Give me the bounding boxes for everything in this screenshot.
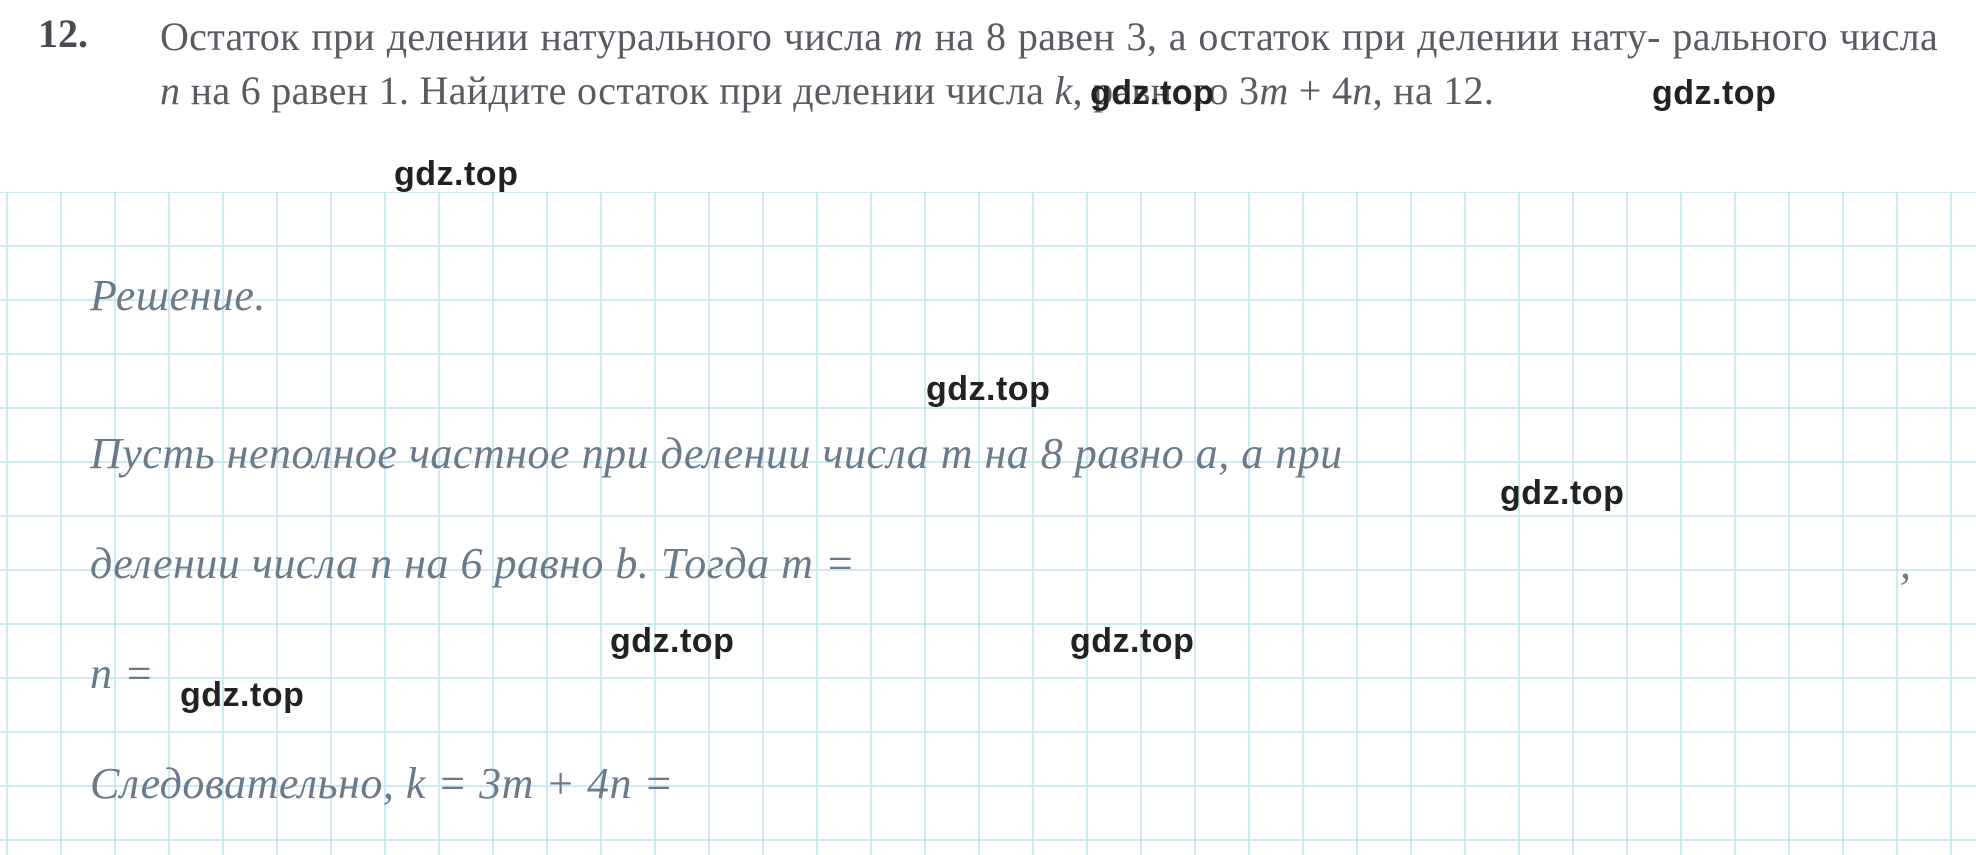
problem-line2-a: рального числа — [1672, 14, 1938, 59]
problem-line3-a: 3 — [1239, 68, 1259, 113]
page-root: 12. Остаток при делении натурального чис… — [0, 0, 1976, 855]
watermark: gdz.top — [180, 676, 304, 715]
solution-heading: Решение. — [90, 270, 266, 321]
problem-line3-b: + 4 — [1289, 68, 1353, 113]
problem-var-n-2: n — [1352, 68, 1372, 113]
problem-var-n-1: n — [160, 68, 180, 113]
problem-line3-c: , на 12. — [1373, 68, 1495, 113]
watermark: gdz.top — [394, 155, 518, 194]
problem-line2-b: на 6 равен 1. Найдите остаток при делени… — [180, 68, 1054, 113]
solution-line1: Пусть неполное частное при делении числа… — [90, 428, 1343, 479]
solution-block: Решение. Пусть неполное частное при деле… — [0, 192, 1976, 855]
solution-line4: Следовательно, k = 3m + 4n = — [90, 758, 674, 809]
solution-line2-trail: , — [1900, 538, 1912, 589]
watermark: gdz.top — [1090, 74, 1214, 113]
watermark: gdz.top — [1500, 474, 1624, 513]
solution-line2a: делении числа n на 6 равно b. Тогда m = — [90, 538, 855, 589]
solution-line3: n = — [90, 648, 154, 699]
grid-area: Решение. Пусть неполное частное при деле… — [0, 192, 1976, 855]
problem-var-m-2: m — [1259, 68, 1288, 113]
watermark: gdz.top — [610, 622, 734, 661]
problem-line1-a: Остаток при делении натурального числа — [160, 14, 894, 59]
watermark: gdz.top — [926, 370, 1050, 409]
problem-number: 12. — [38, 10, 88, 57]
problem-line1-b: на 8 равен 3, а остаток при делении нату… — [923, 14, 1661, 59]
watermark: gdz.top — [1652, 74, 1776, 113]
watermark: gdz.top — [1070, 622, 1194, 661]
problem-var-m-1: m — [894, 14, 923, 59]
problem-var-k: k — [1054, 68, 1072, 113]
